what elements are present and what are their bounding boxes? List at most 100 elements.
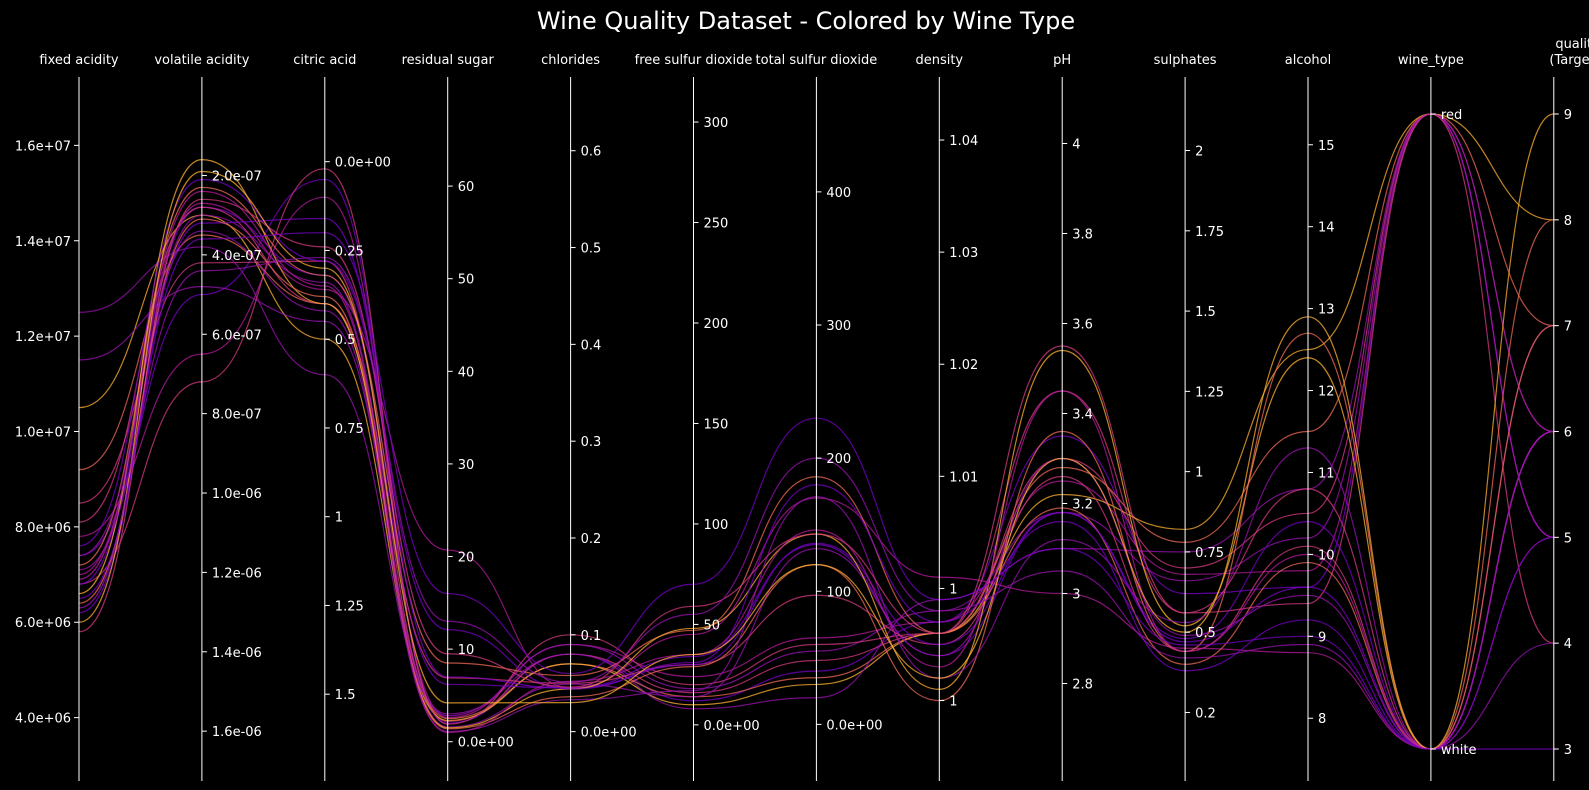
tick-label-residual-sugar-6: 60 <box>458 180 475 195</box>
axis-title-free-sulfur-dioxide: free sulfur dioxide <box>635 53 753 68</box>
tick-label-residual-sugar-1: 10 <box>458 643 475 658</box>
axis-title-wine-type: wine_type <box>1398 53 1464 68</box>
tick-label-alcohol-4: 12 <box>1318 385 1335 400</box>
tick-label-total-sulfur-dioxide-1: 100 <box>826 585 851 600</box>
axis-title-volatile-acidity: volatile acidity <box>154 53 249 68</box>
tick-label-volatile-acidity-7: 1.6e-06 <box>212 725 262 740</box>
axis-alcohol: alcohol 8 9 10 11 12 13 14 15 <box>1285 53 1335 781</box>
tick-label-free-sulfur-dioxide-5: 250 <box>704 217 729 232</box>
axis-free-sulfur-dioxide: free sulfur dioxide 0.0e+00 50 100 150 200 250… <box>635 53 760 781</box>
tick-label-citric-acid-6: 1.5 <box>335 688 356 703</box>
axis-citric-acid: citric acid 0.0e+00 0.25 0.5 0.75 1 1.25 1.5 <box>293 53 391 781</box>
tick-label-quality-target-6: 9 <box>1564 108 1572 123</box>
tick-label-total-sulfur-dioxide-0: 0.0e+00 <box>826 718 882 733</box>
tick-label-density-2: 1.01 <box>949 470 978 485</box>
tick-label-quality-target-0: 3 <box>1564 743 1572 758</box>
axis-quality-target: quality(Target) 3 4 5 6 7 8 9 <box>1549 37 1589 781</box>
tick-label-density-1: 1 <box>949 582 957 597</box>
tick-label-ph-0: 2.8 <box>1072 678 1093 693</box>
tick-label-chlorides-3: 0.3 <box>581 435 602 450</box>
chart-title: Wine Quality Dataset - Colored by Wine T… <box>537 7 1075 35</box>
tick-label-alcohol-3: 11 <box>1318 466 1335 481</box>
tick-label-fixed-acidity-5: 1.4e+07 <box>15 235 71 250</box>
axis-title-sulphates: sulphates <box>1154 53 1217 68</box>
axis-ph: pH 2.8 3 3.2 3.4 3.6 3.8 4 <box>1053 53 1093 781</box>
tick-label-chlorides-0: 0.0e+00 <box>581 726 637 741</box>
tick-label-citric-acid-2: 0.5 <box>335 333 356 348</box>
tick-label-ph-2: 3.2 <box>1072 498 1093 513</box>
tick-label-wine-type-0: white <box>1441 743 1477 758</box>
tick-label-free-sulfur-dioxide-1: 50 <box>704 618 721 633</box>
tick-label-total-sulfur-dioxide-2: 200 <box>826 452 851 467</box>
tick-label-sulphates-6: 1.75 <box>1195 225 1224 240</box>
tick-label-fixed-acidity-2: 8.0e+06 <box>15 521 71 536</box>
tick-label-free-sulfur-dioxide-4: 200 <box>704 317 729 332</box>
axis-density: density 1 1 1.01 1.02 1.03 1.04 <box>915 53 978 781</box>
tick-label-free-sulfur-dioxide-2: 100 <box>704 518 729 533</box>
tick-label-ph-1: 3 <box>1072 588 1080 603</box>
axis-title-chlorides: chlorides <box>541 53 600 68</box>
data-line-17-white <box>78 190 1554 750</box>
data-line-16-white <box>78 230 1554 750</box>
tick-label-volatile-acidity-2: 6.0e-07 <box>212 328 262 343</box>
tick-label-sulphates-1: 0.5 <box>1195 626 1216 641</box>
axis-title-density: density <box>915 53 963 68</box>
tick-label-density-3: 1.02 <box>949 358 978 373</box>
tick-label-density-4: 1.03 <box>949 246 978 261</box>
tick-label-volatile-acidity-4: 1.0e-06 <box>212 487 262 502</box>
tick-label-residual-sugar-4: 40 <box>458 365 475 380</box>
tick-label-volatile-acidity-0: 2.0e-07 <box>212 170 262 185</box>
axes-group: fixed acidity 4.0e+06 6.0e+06 8.0e+06 1.0e+0… <box>15 37 1589 781</box>
tick-label-chlorides-2: 0.2 <box>581 532 602 547</box>
tick-label-quality-target-1: 4 <box>1564 637 1572 652</box>
axis-title-total-sulfur-dioxide: total sulfur dioxide <box>756 53 878 68</box>
tick-label-total-sulfur-dioxide-3: 300 <box>826 319 851 334</box>
tick-label-wine-type-1: red <box>1441 108 1462 123</box>
data-line-6-red <box>78 113 1554 715</box>
axis-residual-sugar: residual sugar 0.0e+00 10 20 30 40 50 60 <box>402 53 514 781</box>
axis-title-residual-sugar: residual sugar <box>402 53 495 68</box>
tick-label-sulphates-5: 1.5 <box>1195 305 1216 320</box>
tick-label-volatile-acidity-1: 4.0e-07 <box>212 249 262 264</box>
axis-fixed-acidity: fixed acidity 4.0e+06 6.0e+06 8.0e+06 1.0e+0… <box>15 53 119 781</box>
tick-label-alcohol-5: 13 <box>1318 303 1335 318</box>
tick-label-citric-acid-1: 0.25 <box>335 244 364 259</box>
tick-label-quality-target-2: 5 <box>1564 531 1572 546</box>
axis-title-alcohol: alcohol <box>1285 53 1331 68</box>
axis-title-quality-target: quality(Target) <box>1549 37 1589 68</box>
tick-label-fixed-acidity-1: 6.0e+06 <box>15 616 71 631</box>
tick-label-volatile-acidity-6: 1.4e-06 <box>212 646 262 661</box>
tick-label-density-0: 1 <box>949 695 957 710</box>
tick-label-residual-sugar-0: 0.0e+00 <box>458 736 514 751</box>
tick-label-ph-4: 3.6 <box>1072 318 1093 333</box>
tick-label-chlorides-5: 0.5 <box>581 242 602 257</box>
tick-label-sulphates-4: 1.25 <box>1195 385 1224 400</box>
tick-label-alcohol-2: 10 <box>1318 548 1335 563</box>
tick-label-fixed-acidity-3: 1.0e+07 <box>15 426 71 441</box>
tick-label-sulphates-3: 1 <box>1195 466 1203 481</box>
tick-label-residual-sugar-2: 20 <box>458 551 475 566</box>
tick-label-total-sulfur-dioxide-4: 400 <box>826 186 851 201</box>
axis-title-fixed-acidity: fixed acidity <box>39 53 119 68</box>
tick-label-volatile-acidity-3: 8.0e-07 <box>212 408 262 423</box>
tick-label-chlorides-1: 0.1 <box>581 629 602 644</box>
tick-label-fixed-acidity-4: 1.2e+07 <box>15 330 71 345</box>
axis-title-ph: pH <box>1053 53 1071 68</box>
axis-chlorides: chlorides 0.0e+00 0.1 0.2 0.3 0.4 0.5 0.6 <box>541 53 637 781</box>
tick-label-quality-target-4: 7 <box>1564 320 1572 335</box>
data-line-22-white <box>78 232 1554 750</box>
tick-label-sulphates-2: 0.75 <box>1195 546 1224 561</box>
axis-title-citric-acid: citric acid <box>293 53 356 68</box>
tick-label-alcohol-0: 8 <box>1318 712 1326 727</box>
tick-label-ph-3: 3.4 <box>1072 408 1093 423</box>
tick-label-free-sulfur-dioxide-6: 300 <box>704 116 729 131</box>
tick-label-residual-sugar-5: 50 <box>458 273 475 288</box>
data-line-9-white <box>78 202 1554 750</box>
axis-total-sulfur-dioxide: total sulfur dioxide 0.0e+00 100 200 300 400 <box>756 53 883 781</box>
tick-label-citric-acid-3: 0.75 <box>335 422 364 437</box>
data-line-5-red <box>78 113 1554 717</box>
tick-label-free-sulfur-dioxide-3: 150 <box>704 417 729 432</box>
